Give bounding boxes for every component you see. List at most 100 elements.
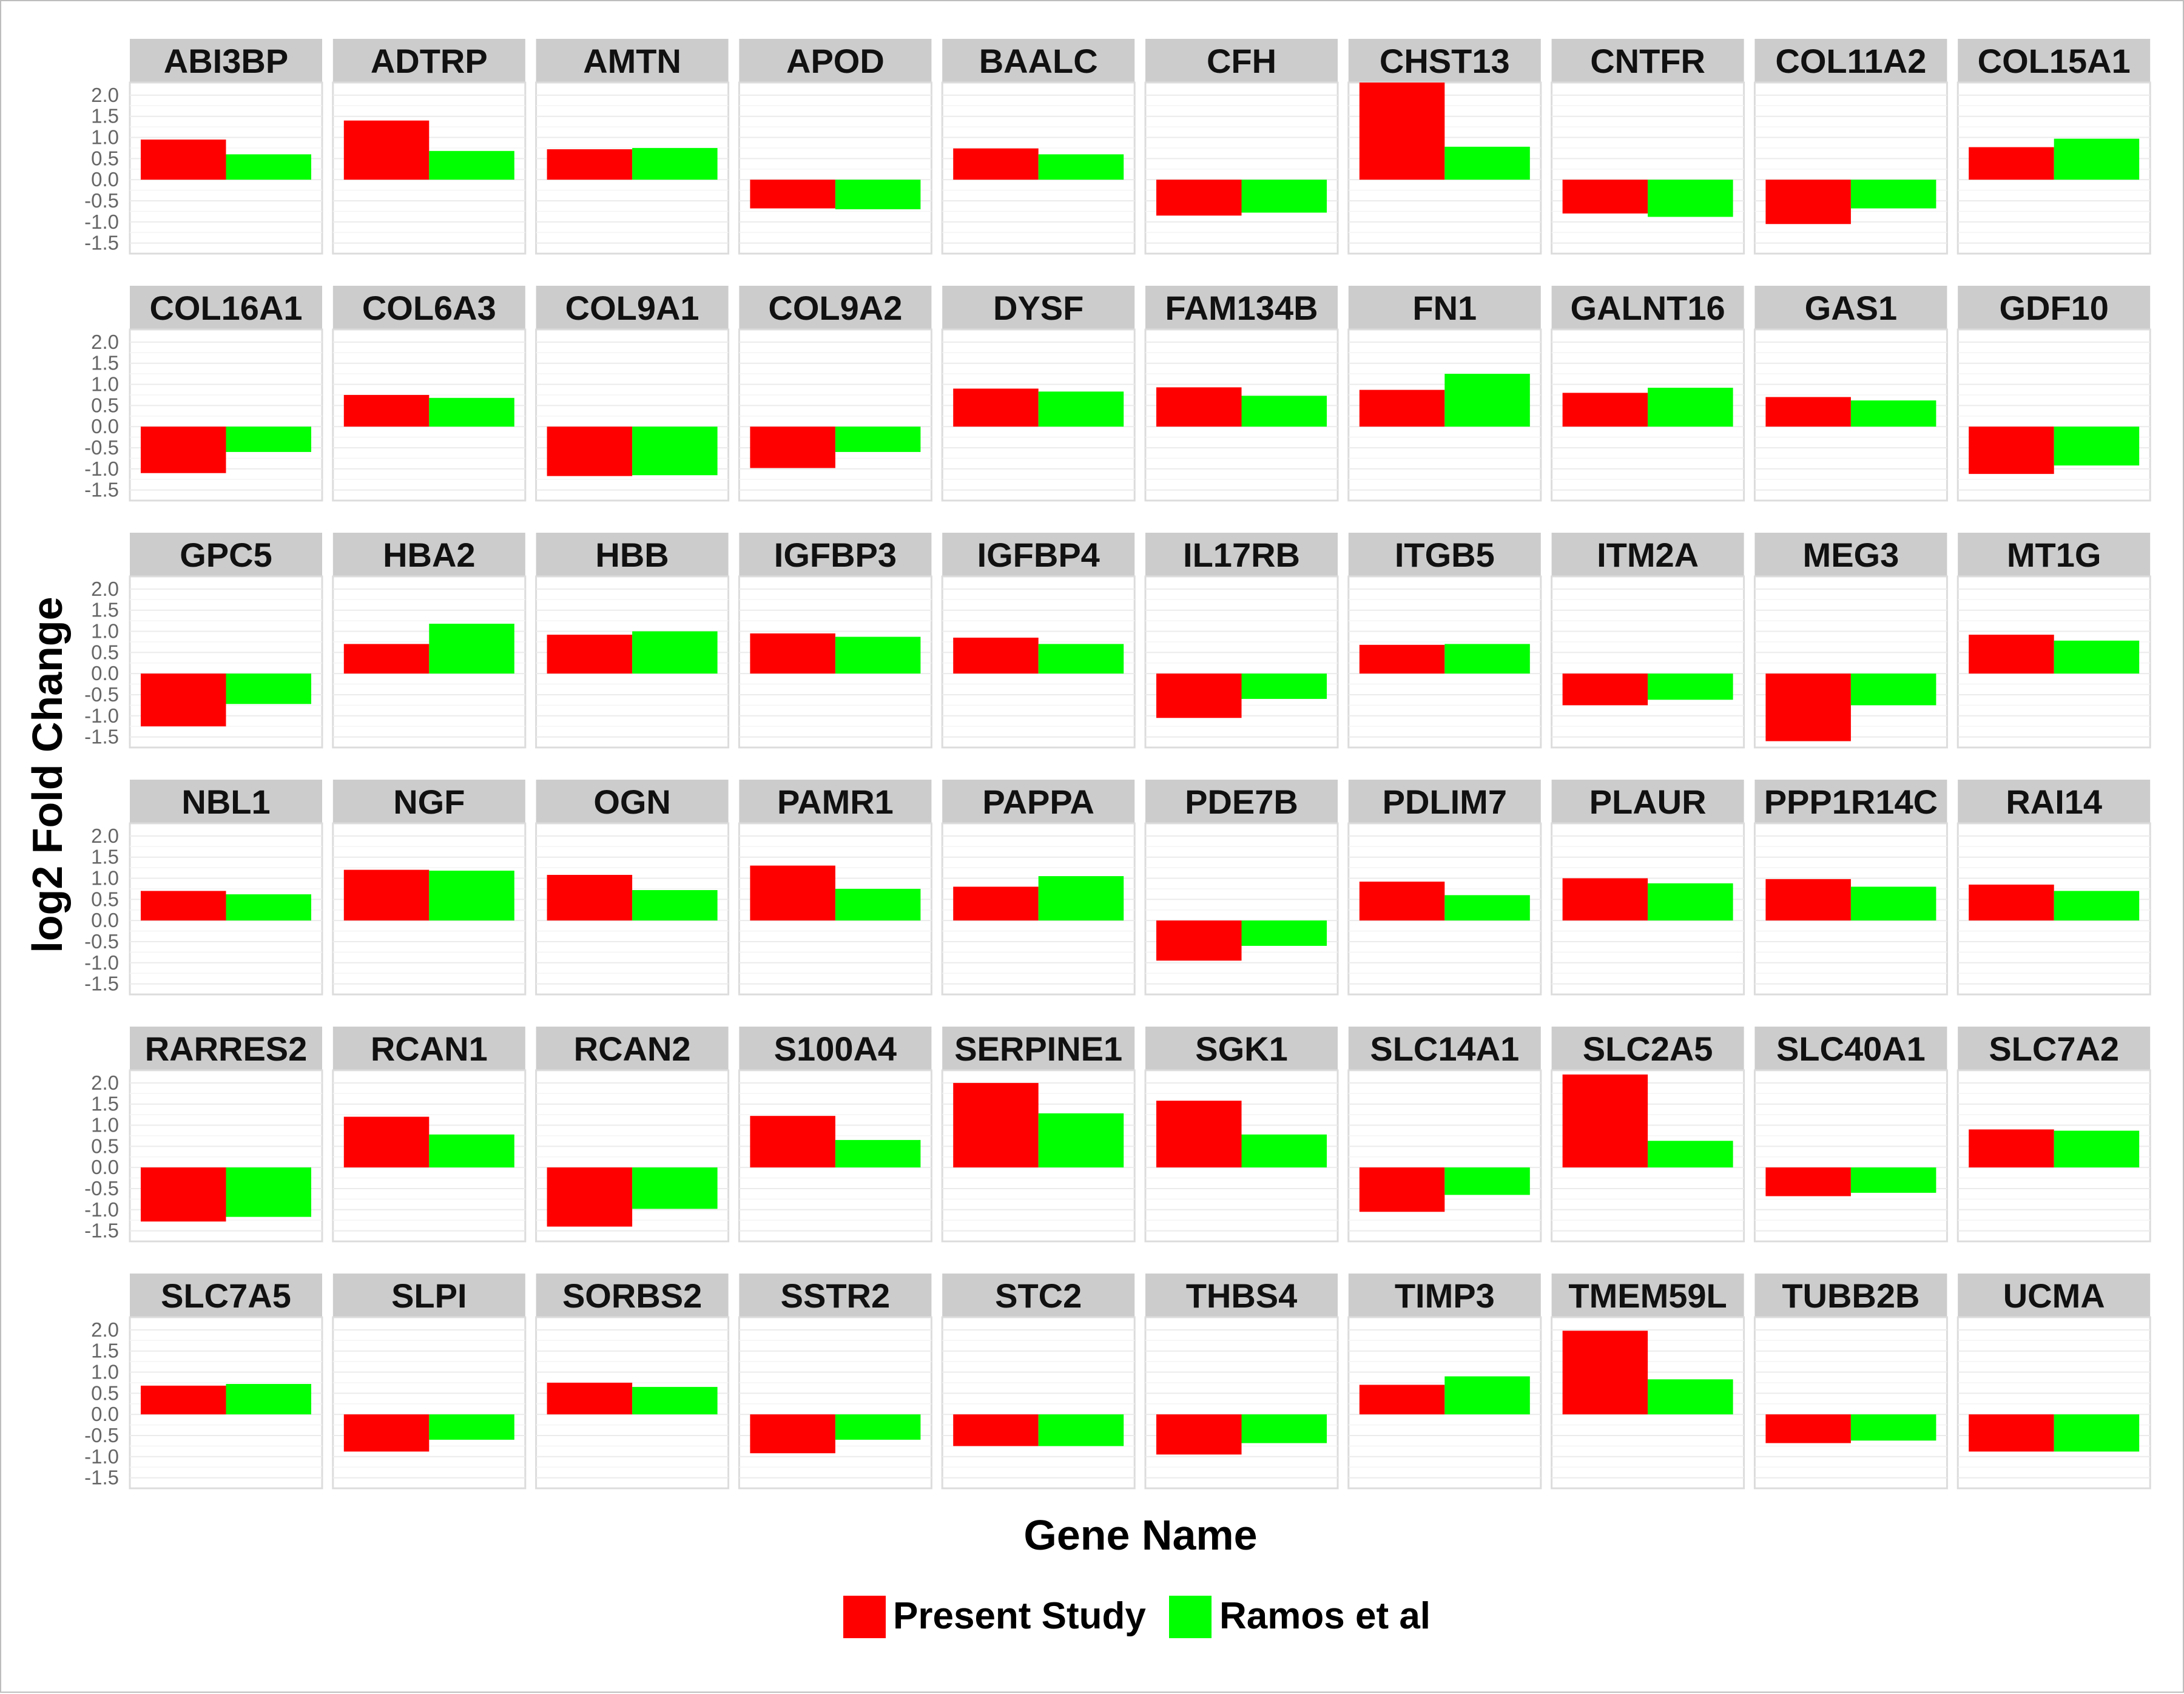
legend-label-ramos-et-al: Ramos et al bbox=[1219, 1595, 1431, 1637]
bar-present-study bbox=[1359, 1167, 1445, 1212]
y-tick-label: 1.5 bbox=[91, 352, 119, 374]
bar-ramos-et-al bbox=[835, 427, 921, 452]
y-tick-label: -1.0 bbox=[84, 457, 119, 480]
bar-present-study bbox=[547, 1167, 633, 1227]
bar-present-study bbox=[1969, 427, 2054, 474]
y-tick-label: 1.0 bbox=[91, 126, 119, 149]
facet-strip bbox=[332, 1274, 525, 1317]
facet-label: SLC2A5 bbox=[1583, 1030, 1713, 1068]
facet-label: PDLIM7 bbox=[1383, 783, 1507, 821]
y-tick-label: -1.0 bbox=[84, 951, 119, 974]
bar-ramos-et-al bbox=[835, 1139, 921, 1168]
facet-strip bbox=[1551, 1027, 1744, 1070]
facet-label: CFH bbox=[1207, 42, 1276, 80]
facet-strip bbox=[130, 533, 322, 576]
facet-strip bbox=[739, 39, 932, 83]
facet-label: IGFBP4 bbox=[977, 536, 1100, 574]
facet-strip bbox=[739, 1027, 932, 1070]
facet-strip bbox=[1348, 780, 1541, 823]
facet-strip bbox=[1348, 39, 1541, 83]
bar-ramos-et-al bbox=[1241, 920, 1327, 946]
panel-background bbox=[1144, 822, 1339, 996]
legend-swatch-present-study bbox=[843, 1596, 886, 1638]
facet-label: IGFBP3 bbox=[774, 536, 897, 574]
facet-label: STC2 bbox=[995, 1277, 1082, 1315]
facet-label: AMTN bbox=[583, 42, 681, 80]
panel-background bbox=[129, 328, 323, 502]
facet-label: TIMP3 bbox=[1395, 1277, 1495, 1315]
y-tick-label: 1.0 bbox=[91, 867, 119, 889]
bar-present-study bbox=[141, 673, 226, 727]
facet-strip bbox=[1958, 780, 2151, 823]
facet-label: COL9A2 bbox=[768, 289, 902, 327]
facet-strip bbox=[130, 39, 322, 83]
y-tick-label: 2.0 bbox=[91, 1071, 119, 1094]
panel-background bbox=[1753, 1069, 1948, 1243]
bar-present-study bbox=[547, 635, 633, 674]
facet-label: SLC40A1 bbox=[1776, 1030, 1926, 1068]
bar-ramos-et-al bbox=[835, 888, 921, 921]
bar-present-study bbox=[1359, 83, 1445, 180]
bar-present-study bbox=[750, 1414, 835, 1454]
bar-ramos-et-al bbox=[1850, 180, 1936, 209]
y-tick-label: 2.0 bbox=[91, 825, 119, 847]
y-tick-label: 1.5 bbox=[91, 1093, 119, 1115]
y-tick-label: -0.5 bbox=[84, 1177, 119, 1200]
facet-strip bbox=[536, 1027, 729, 1070]
y-tick-label: 1.0 bbox=[91, 373, 119, 396]
bar-present-study bbox=[1359, 1385, 1445, 1415]
panel-background bbox=[1956, 328, 2151, 502]
facet-strip bbox=[739, 780, 932, 823]
bar-present-study bbox=[1562, 1331, 1648, 1415]
y-tick-label: -0.5 bbox=[84, 930, 119, 953]
bar-present-study bbox=[343, 1414, 430, 1452]
bar-ramos-et-al bbox=[1444, 374, 1530, 427]
y-tick-label: 1.5 bbox=[91, 105, 119, 127]
facet-strip bbox=[1145, 39, 1338, 83]
bar-ramos-et-al bbox=[1241, 673, 1327, 699]
bar-present-study bbox=[1562, 673, 1648, 706]
bar-ramos-et-al bbox=[835, 180, 921, 209]
y-tick-label: -0.5 bbox=[84, 436, 119, 459]
bar-present-study bbox=[1765, 1167, 1851, 1196]
y-tick-label: 1.0 bbox=[91, 1114, 119, 1136]
bar-ramos-et-al bbox=[226, 673, 311, 704]
facet-strip bbox=[536, 533, 729, 576]
bar-ramos-et-al bbox=[1850, 886, 1936, 921]
bar-ramos-et-al bbox=[632, 427, 718, 476]
y-tick-label: -1.5 bbox=[84, 1220, 119, 1242]
y-tick-label: 1.5 bbox=[91, 846, 119, 868]
facet-label: PLAUR bbox=[1589, 783, 1707, 821]
facet-strip bbox=[1551, 533, 1744, 576]
y-tick-label: 1.0 bbox=[91, 620, 119, 643]
bar-ramos-et-al bbox=[2054, 138, 2140, 180]
y-tick-label: 2.0 bbox=[91, 1318, 119, 1341]
bar-ramos-et-al bbox=[1850, 673, 1936, 706]
bar-present-study bbox=[1156, 920, 1242, 961]
facet-label: DYSF bbox=[993, 289, 1084, 327]
y-tick-label: 0.0 bbox=[91, 168, 119, 191]
facet-strip bbox=[332, 1027, 525, 1070]
bar-present-study bbox=[750, 633, 835, 674]
y-tick-label: -1.0 bbox=[84, 1198, 119, 1221]
bar-present-study bbox=[750, 427, 835, 468]
facet-strip bbox=[942, 1274, 1135, 1317]
bar-present-study bbox=[1969, 635, 2054, 674]
y-tick-label: 0.5 bbox=[91, 1382, 119, 1404]
bar-present-study bbox=[547, 1382, 633, 1415]
facet-label: HBA2 bbox=[383, 536, 475, 574]
bar-present-study bbox=[1765, 879, 1851, 921]
bar-ramos-et-al bbox=[429, 150, 514, 180]
facet-strip bbox=[1145, 533, 1338, 576]
facet-label: PDE7B bbox=[1185, 783, 1298, 821]
facet-label: CNTFR bbox=[1590, 42, 1705, 80]
facet-label: GDF10 bbox=[1999, 289, 2109, 327]
facet-label: COL11A2 bbox=[1775, 42, 1926, 80]
bar-present-study bbox=[750, 865, 835, 921]
bar-ramos-et-al bbox=[429, 1134, 514, 1168]
bar-present-study bbox=[1156, 180, 1242, 216]
facet-label: SERPINE1 bbox=[954, 1030, 1122, 1068]
y-tick-label: 2.0 bbox=[91, 578, 119, 600]
facet-label: ITM2A bbox=[1597, 536, 1699, 574]
y-tick-label: -1.5 bbox=[84, 1466, 119, 1489]
